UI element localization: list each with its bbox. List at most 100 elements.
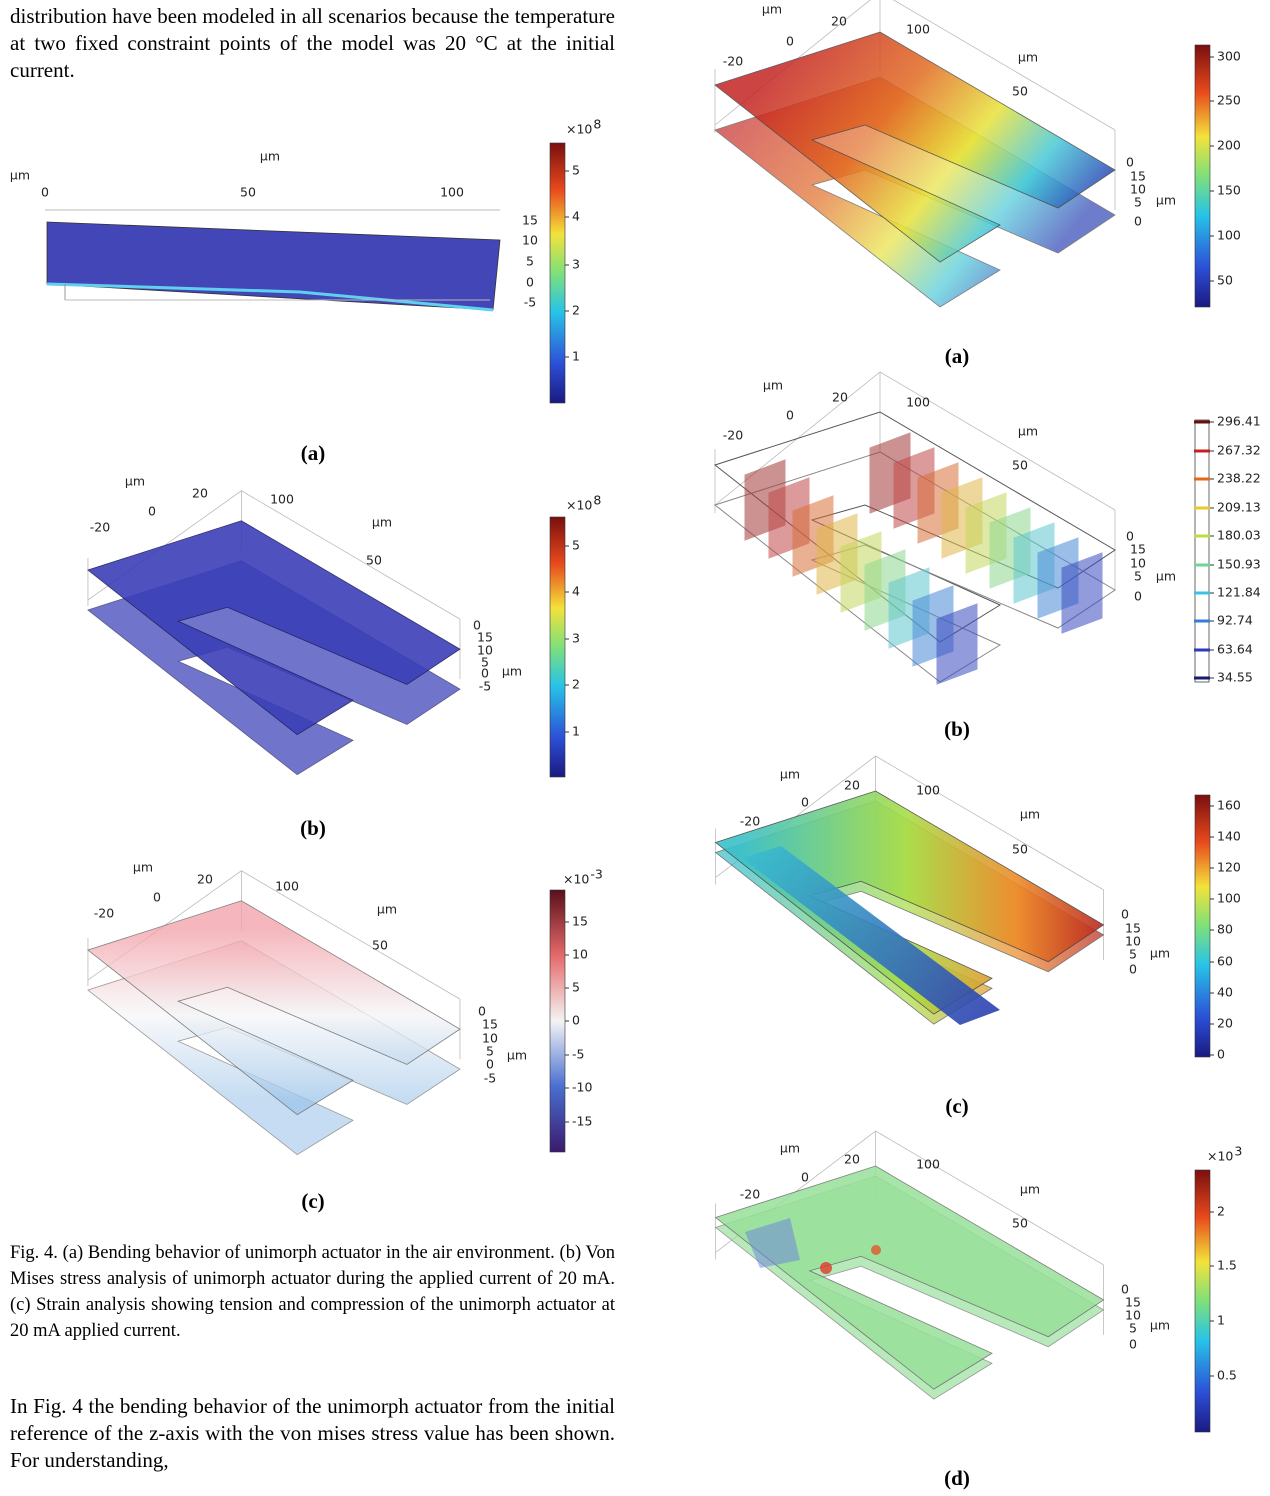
legend-swatch — [1194, 450, 1210, 453]
colorbar-tick-label: 15 — [572, 914, 588, 929]
axis-label: µm — [260, 149, 280, 164]
figures: µmµm050100151050-554321×108(a)µm-2002010… — [0, 0, 1270, 1496]
axis-label: 0 — [526, 275, 534, 290]
colorbar-tick-label: 0.5 — [1217, 1368, 1237, 1383]
axis-label: 0 — [41, 185, 49, 200]
colorbar-tick-label: 50 — [1217, 273, 1233, 288]
colorbar-tick-label: 5 — [572, 538, 580, 553]
legend-swatch — [1194, 535, 1210, 538]
axis-label: -20 — [723, 428, 743, 443]
axis-label: 10 — [522, 233, 538, 248]
axis-label: 15 — [522, 213, 538, 228]
page: {"left_column":{ "intro_text":"distribut… — [0, 0, 1270, 1496]
panel-label: (b) — [300, 816, 326, 840]
panel-label: (c) — [945, 1094, 968, 1118]
legend-swatch — [1194, 478, 1210, 481]
axis-label: 0 — [1134, 214, 1142, 229]
colorbar-tick-label: 4 — [572, 209, 580, 224]
axis-label: 100 — [906, 395, 930, 410]
axis-label: µm — [1020, 1182, 1040, 1197]
axis-label: 20 — [844, 1152, 860, 1167]
colorbar-tick-label: 5 — [572, 163, 580, 178]
axis-label: µm — [1156, 569, 1176, 584]
colorbar-multiplier: ×10 — [566, 498, 592, 513]
axis-label: 20 — [192, 486, 208, 501]
axis-label: -20 — [94, 906, 114, 921]
axis-label: -20 — [90, 520, 110, 535]
axis-label: 100 — [916, 1157, 940, 1172]
axis-label: 0 — [1126, 155, 1134, 170]
colorbar-tick-label: 0 — [572, 1013, 580, 1028]
colorbar — [550, 517, 565, 777]
axis-label: 50 — [1012, 458, 1028, 473]
actuator-body — [715, 32, 1115, 307]
plot-geometry — [45, 0, 1115, 1399]
axis-label: 100 — [916, 783, 940, 798]
panel-label: (a) — [945, 344, 970, 368]
colorbar-tick-label: 140 — [1217, 829, 1241, 844]
legend-swatch — [1194, 564, 1210, 567]
axis-label: 0 — [153, 890, 161, 905]
axis-label: µm — [763, 378, 783, 393]
axis-label: µm — [1018, 50, 1038, 65]
axis-label: µm — [10, 168, 30, 183]
axis-label: 50 — [1012, 84, 1028, 99]
colorbar-tick-label: 1 — [1217, 1313, 1225, 1328]
axis-label: µm — [372, 515, 392, 530]
colorbar-exponent: 3 — [1234, 1144, 1242, 1159]
axis-label: 100 — [275, 879, 299, 894]
axis-label: 0 — [801, 1170, 809, 1185]
axis-label: µm — [1150, 1318, 1170, 1333]
axis-label: 0 — [1129, 962, 1137, 977]
actuator-body — [88, 521, 460, 775]
axis-label: 100 — [906, 22, 930, 37]
colorbar-tick-label: 250 — [1217, 93, 1241, 108]
axis-label: 5 — [1129, 1321, 1137, 1336]
axis-label: 20 — [832, 390, 848, 405]
legend-swatch — [1194, 677, 1210, 680]
axis-label: µm — [1150, 946, 1170, 961]
axis-label: 5 — [1129, 947, 1137, 962]
panel-label: (a) — [301, 441, 326, 465]
stress-hotspot — [871, 1245, 881, 1255]
axis-label: µm — [780, 767, 800, 782]
colorbar — [1195, 795, 1210, 1057]
axis-label: 20 — [844, 778, 860, 793]
axis-label: 50 — [372, 938, 388, 953]
colorbar-multiplier: ×10 — [1207, 1149, 1233, 1164]
legend-swatch — [1194, 649, 1210, 652]
axis-label: µm — [502, 664, 522, 679]
colorbar-tick-label: 180.03 — [1217, 528, 1261, 543]
axis-label: µm — [125, 474, 145, 489]
colorbar — [550, 143, 565, 403]
axis-label: 0 — [786, 408, 794, 423]
axis-label: 5 — [1134, 569, 1142, 584]
axis-label: 50 — [240, 185, 256, 200]
axis-label: 0 — [786, 34, 794, 49]
colorbar-tick-label: 40 — [1217, 985, 1233, 1000]
legend-swatch — [1194, 592, 1210, 595]
colorbar-tick-label: 34.55 — [1217, 670, 1253, 685]
axis-label: 0 — [486, 1057, 494, 1072]
colorbar-tick-label: 121.84 — [1217, 585, 1261, 600]
legend-swatch — [1194, 421, 1210, 424]
axis-label: 0 — [1134, 589, 1142, 604]
axis-label: -20 — [740, 1187, 760, 1202]
axis-label: -5 — [484, 1071, 496, 1086]
colorbar-tick-label: 10 — [572, 947, 588, 962]
axis-label: 50 — [1012, 1216, 1028, 1231]
axis-label: 5 — [526, 254, 534, 269]
axis-label: -5 — [524, 295, 536, 310]
axis-label: -5 — [479, 679, 491, 694]
colorbar-tick-label: 120 — [1217, 860, 1241, 875]
colorbar-tick-label: 296.41 — [1217, 414, 1261, 429]
colorbar-tick-label: 92.74 — [1217, 613, 1253, 628]
axis-label: µm — [1020, 807, 1040, 822]
colorbar — [550, 890, 565, 1152]
axis-label: 0 — [1121, 907, 1129, 922]
colorbar-tick-label: 2 — [1217, 1204, 1225, 1219]
panel-label: (b) — [944, 717, 970, 741]
axis-label: 100 — [440, 185, 464, 200]
colorbar-tick-label: -10 — [572, 1080, 592, 1095]
axis-label: -20 — [740, 814, 760, 829]
